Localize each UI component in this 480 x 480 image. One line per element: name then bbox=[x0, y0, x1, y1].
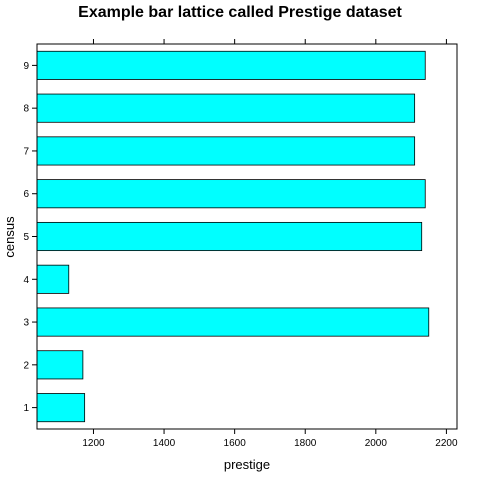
y-tick-label: 7 bbox=[23, 146, 29, 157]
bar-census-1 bbox=[36, 393, 86, 423]
bar-census-6 bbox=[36, 179, 426, 209]
y-tick-label: 9 bbox=[23, 61, 29, 72]
chart-title: Example bar lattice called Prestige data… bbox=[78, 4, 402, 21]
bar-census-8 bbox=[36, 93, 416, 123]
bar-census-3 bbox=[36, 307, 430, 337]
y-tick-label: 1 bbox=[23, 403, 29, 414]
y-axis: 1 2 3 4 5 6 7 8 9 bbox=[23, 61, 37, 414]
x-tick-label: 1200 bbox=[82, 438, 105, 449]
y-tick-label: 2 bbox=[23, 360, 29, 371]
x-tick-label: 1400 bbox=[153, 438, 176, 449]
x-tick-label: 1600 bbox=[224, 438, 247, 449]
y-tick-label: 6 bbox=[23, 189, 29, 200]
y-tick-label: 3 bbox=[23, 318, 29, 329]
bar-census-9 bbox=[36, 50, 426, 80]
x-axis-bottom: 1200 1400 1600 1800 2000 2200 bbox=[82, 429, 458, 449]
x-axis-top bbox=[92, 39, 447, 44]
bar-census-7 bbox=[36, 136, 416, 166]
y-axis-label: census bbox=[2, 216, 17, 258]
x-axis-label: prestige bbox=[224, 457, 270, 472]
bars-layer bbox=[36, 50, 430, 423]
y-tick-label: 8 bbox=[23, 104, 29, 115]
bar-census-4 bbox=[36, 264, 70, 294]
y-tick-label: 4 bbox=[23, 275, 29, 286]
y-tick-label: 5 bbox=[23, 232, 29, 243]
x-tick-label: 2000 bbox=[365, 438, 388, 449]
x-tick-label: 2200 bbox=[435, 438, 458, 449]
x-tick-label: 1800 bbox=[294, 438, 317, 449]
bar-census-2 bbox=[36, 350, 84, 380]
bar-census-5 bbox=[36, 221, 423, 252]
